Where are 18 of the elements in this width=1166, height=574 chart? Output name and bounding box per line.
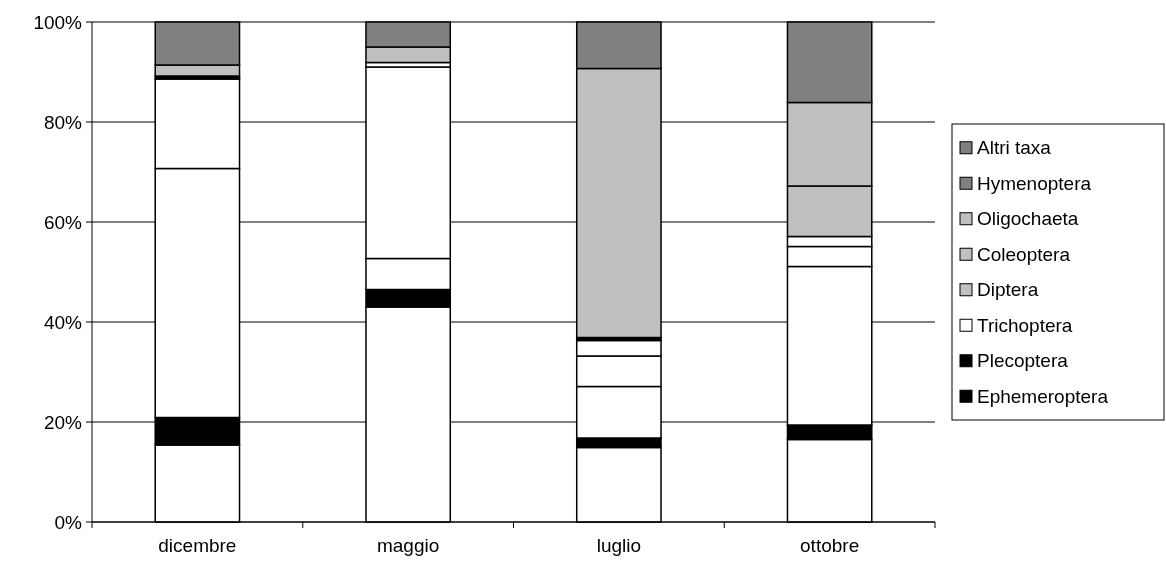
y-tick-label: 20% [43, 411, 83, 433]
y-tick-label: 100% [33, 11, 83, 33]
x-tick-label: maggio [376, 535, 440, 556]
y-tick-label: 40% [43, 311, 83, 333]
y-tick-label: 80% [43, 111, 83, 133]
legend-label: Altri taxa [977, 137, 1052, 159]
y-tick-label: 0% [54, 511, 83, 533]
x-tick-label: ottobre [800, 535, 860, 556]
legend-label: Coleoptera [977, 243, 1071, 265]
x-tick-label: luglio [596, 535, 642, 556]
legend-label: Trichoptera [977, 314, 1073, 336]
x-tick-label: dicembre [158, 535, 237, 556]
legend-label: Ephemeroptera [977, 385, 1109, 407]
legend-label: Hymenoptera [977, 172, 1092, 194]
legend-label: Diptera [977, 279, 1039, 301]
legend-label: Plecoptera [977, 350, 1069, 372]
legend-label: Oligochaeta [977, 208, 1079, 230]
y-tick-label: 60% [43, 211, 83, 233]
